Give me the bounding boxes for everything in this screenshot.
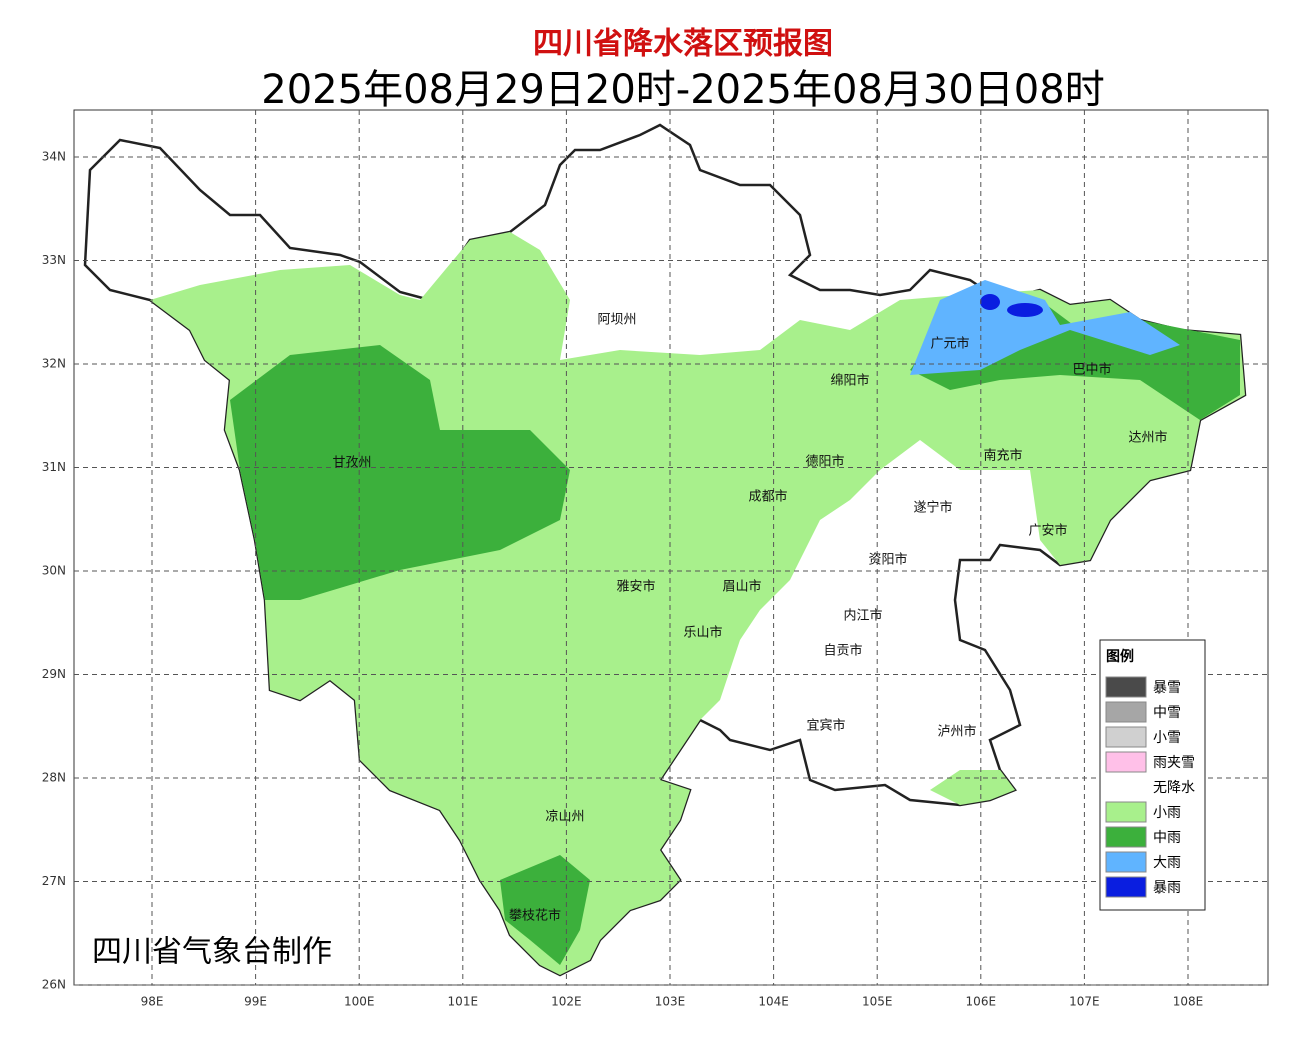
grid: 34N 33N 32N 31N 30N 29N 28N 27N 26N 98E 99E 100E 101…	[42, 110, 1268, 1009]
legend-swatch	[1106, 777, 1146, 797]
lat-label: 33N	[42, 253, 66, 267]
legend-swatch	[1105, 751, 1147, 773]
region-label: 巴中市	[1072, 362, 1111, 378]
lat-label: 32N	[42, 357, 66, 371]
moderate-rain-area	[500, 300, 1240, 965]
region-label: 泸州市	[937, 724, 976, 740]
lon-label: 107E	[1069, 995, 1100, 1009]
region-label: 甘孜州	[332, 456, 371, 471]
lat-label: 30N	[42, 564, 66, 578]
region-label: 攀枝花市	[509, 908, 561, 924]
legend-label: 中雨	[1153, 830, 1181, 846]
region-label: 达州市	[1128, 430, 1167, 446]
legend-swatch	[1105, 726, 1147, 748]
lat-label: 26N	[42, 978, 66, 992]
lat-label: 29N	[42, 667, 66, 681]
lon-label: 103E	[655, 995, 686, 1009]
lon-label: 106E	[966, 995, 997, 1009]
legend-label: 小雨	[1153, 805, 1181, 821]
lon-label: 105E	[862, 995, 893, 1009]
region-label: 乐山市	[683, 625, 722, 641]
legend-label: 大雨	[1153, 855, 1181, 871]
subtitle: 2025年08月29日20时-2025年08月30日08时	[261, 67, 1104, 113]
lat-label: 28N	[42, 771, 66, 785]
legend-label: 暴雪	[1153, 680, 1181, 696]
lon-label: 108E	[1173, 995, 1204, 1009]
legend-swatch	[1105, 801, 1147, 823]
region-label: 内江市	[843, 608, 882, 624]
legend-swatch	[1105, 876, 1147, 898]
region-label: 资阳市	[868, 552, 907, 568]
legend-label: 小雪	[1153, 730, 1181, 746]
map	[83, 123, 1247, 977]
lon-label: 98E	[141, 995, 164, 1009]
region-label: 广安市	[1028, 523, 1067, 539]
region-label: 雅安市	[616, 579, 655, 595]
region-label: 成都市	[748, 489, 787, 505]
region-label: 广元市	[930, 336, 969, 352]
moderate-rain-area	[230, 345, 570, 600]
legend-swatch	[1105, 851, 1147, 873]
region-label: 凉山州	[545, 810, 584, 825]
lon-label: 99E	[244, 995, 267, 1009]
legend-swatch	[1105, 826, 1147, 848]
credit: 四川省气象台制作	[92, 935, 332, 970]
legend-label: 暴雨	[1153, 880, 1181, 896]
region-label: 眉山市	[722, 579, 761, 595]
region-label: 南充市	[983, 448, 1022, 464]
region-label: 宜宾市	[806, 718, 845, 734]
region-label: 绵阳市	[830, 373, 869, 389]
lat-label: 31N	[42, 460, 66, 474]
lat-label: 27N	[42, 874, 66, 888]
lon-label: 102E	[551, 995, 582, 1009]
lat-label: 34N	[42, 150, 66, 164]
heavy-rain-area	[910, 280, 1180, 375]
title: 四川省降水落区预报图	[533, 27, 833, 62]
legend-swatch	[1105, 676, 1147, 698]
lon-label: 100E	[344, 995, 375, 1009]
legend-label: 中雪	[1153, 705, 1181, 721]
rainstorm-area	[1007, 303, 1043, 317]
legend-label: 雨夹雪	[1153, 755, 1195, 771]
rainstorm-area	[980, 294, 1000, 310]
lon-label: 104E	[758, 995, 789, 1009]
legend-swatch	[1105, 701, 1147, 723]
region-label: 自贡市	[823, 643, 862, 659]
legend-label: 无降水	[1153, 780, 1195, 796]
region-label: 阿坝州	[597, 313, 636, 328]
legend-title: 图例	[1106, 648, 1134, 665]
lon-label: 101E	[448, 995, 479, 1009]
region-label: 德阳市	[805, 454, 844, 470]
region-label: 遂宁市	[913, 500, 952, 516]
